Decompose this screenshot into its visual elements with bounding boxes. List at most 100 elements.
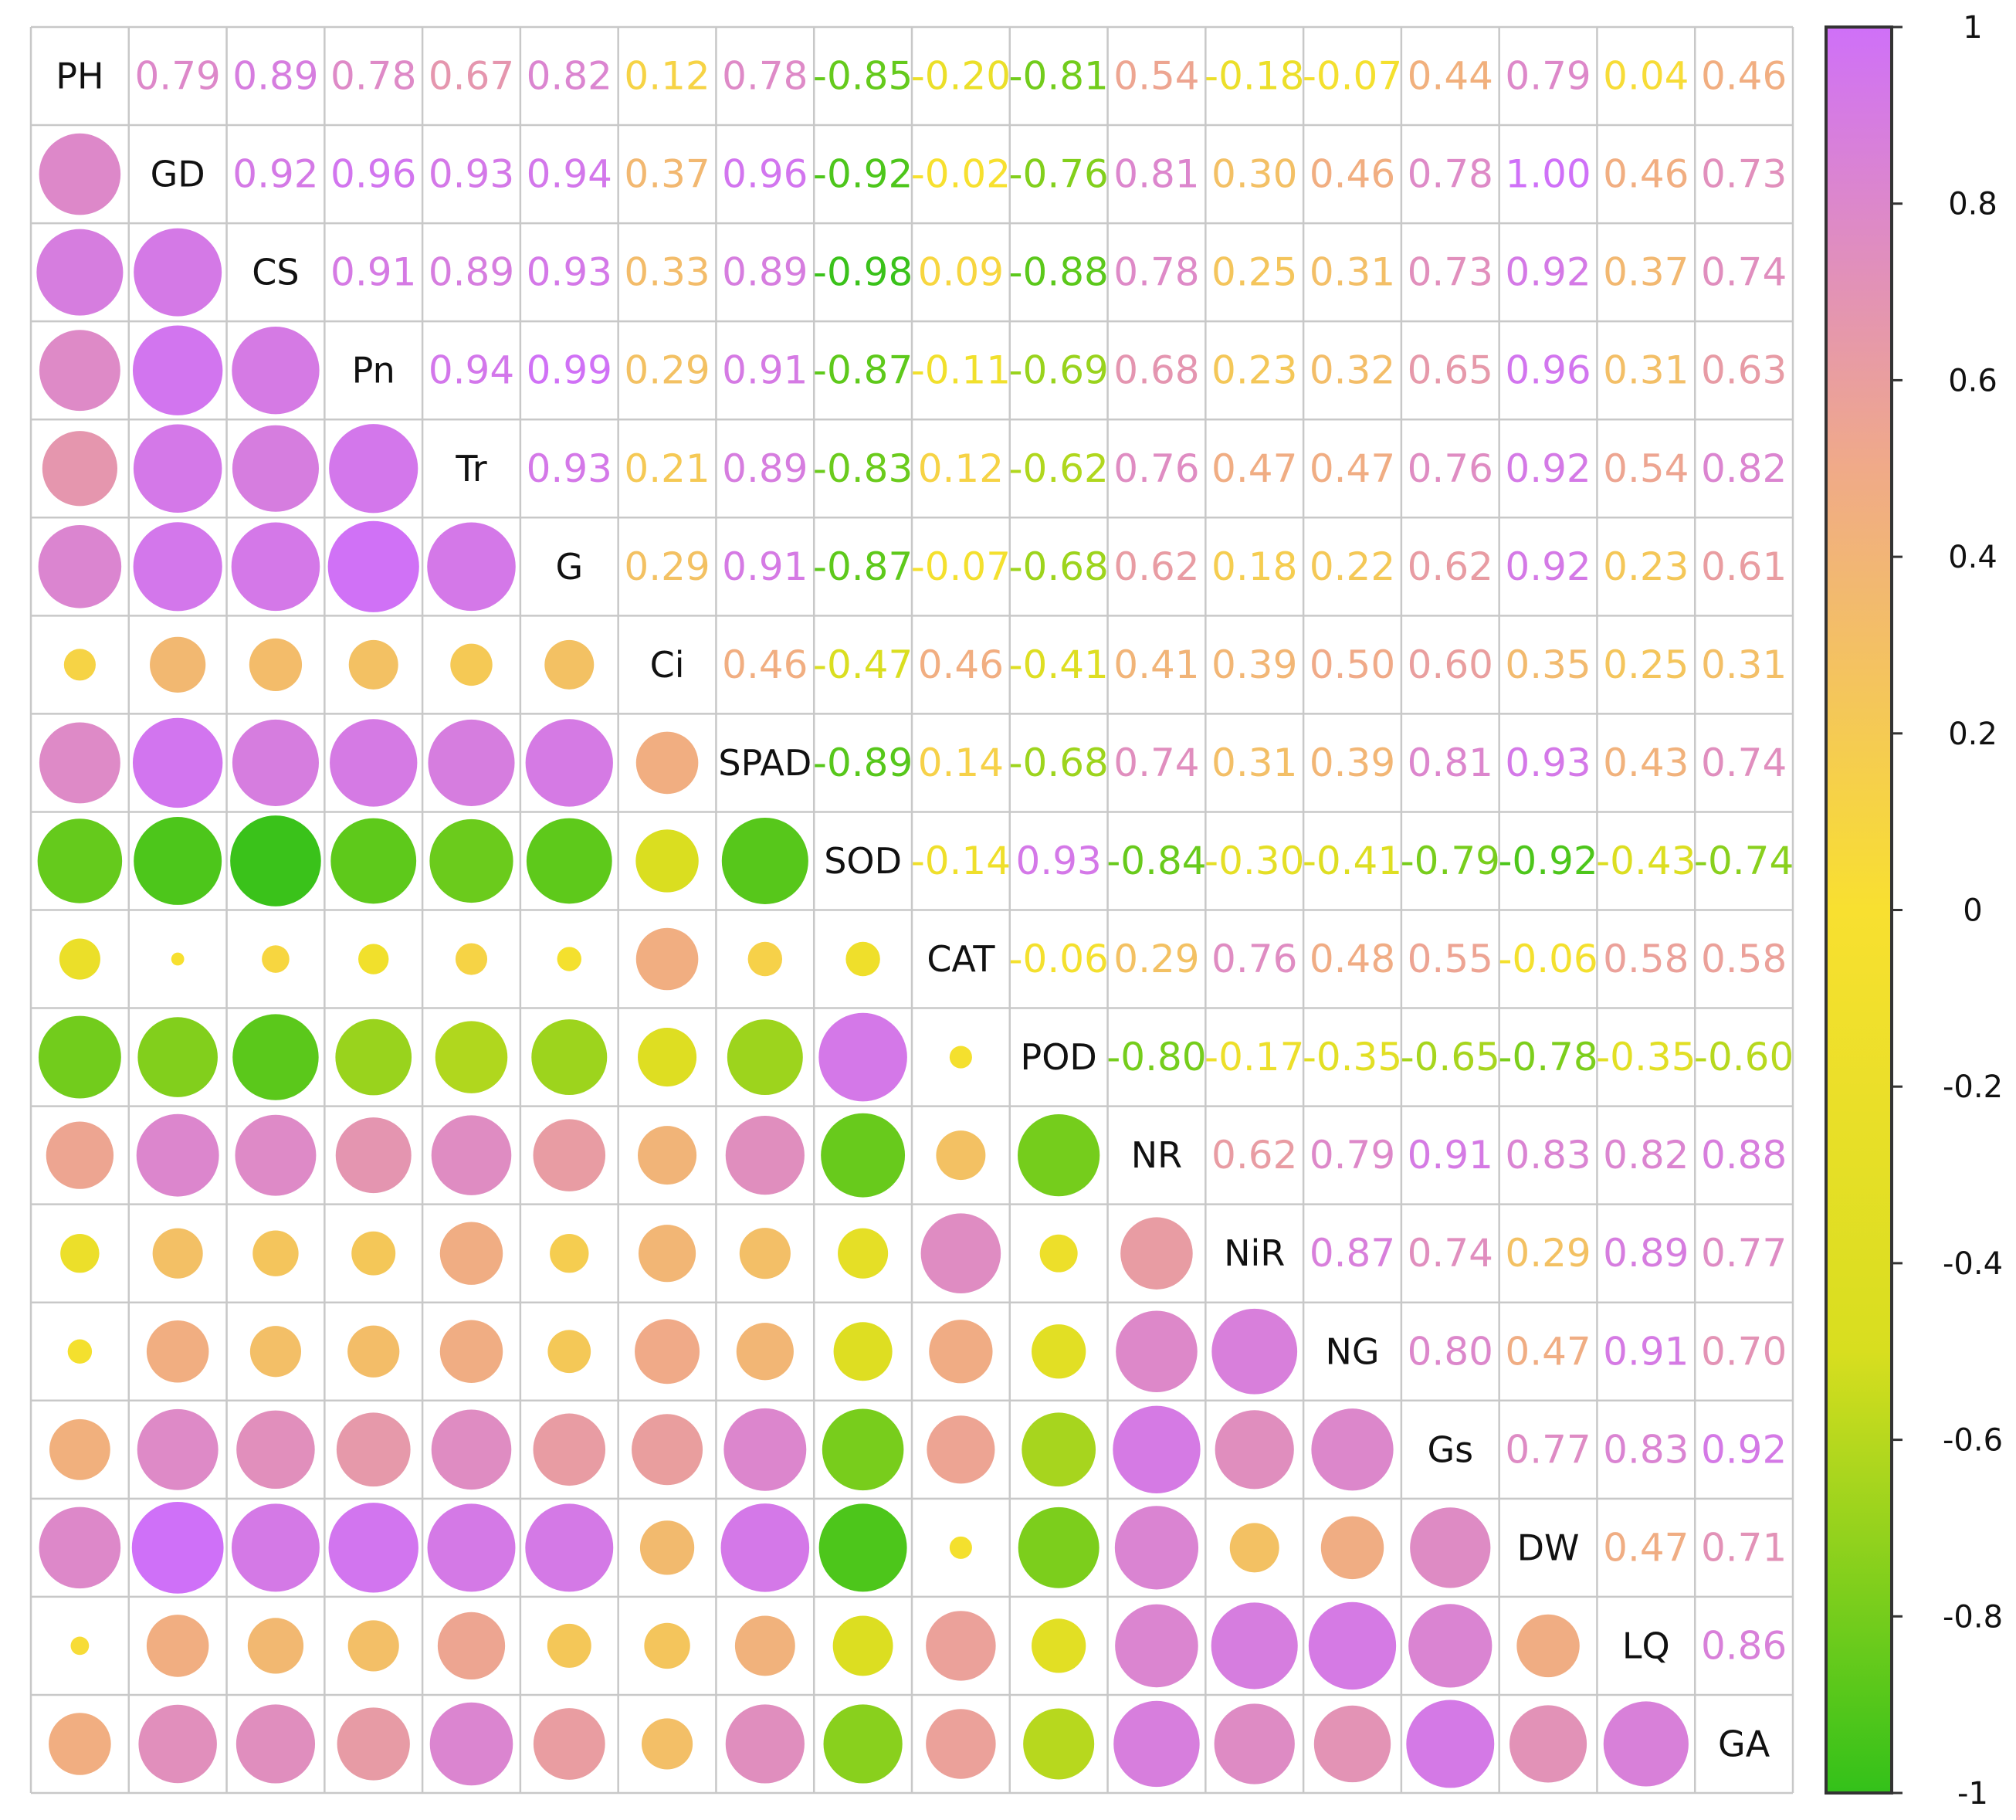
corr-circle [1406,1700,1495,1788]
corr-circle [822,1408,904,1491]
corr-circle [133,522,222,612]
corr-circle [1408,1604,1493,1688]
corr-circle [38,1015,121,1099]
corr-circle [37,818,123,903]
corr-circle [134,228,222,317]
corr-value-label: 0.31 [1701,642,1787,687]
corr-value-label: -0.65 [1401,1035,1500,1079]
corr-value-label: 0.46 [1701,54,1787,99]
corr-circle [67,1339,93,1364]
corr-value-label: -0.17 [1205,1035,1304,1079]
corr-value-label: 0.76 [1211,937,1297,981]
corr-value-label: 0.83 [1603,1427,1689,1472]
corr-circle [59,938,100,980]
corr-value-label: 0.92 [1505,446,1591,491]
corr-circle [132,325,223,415]
variable-label-lq: LQ [1622,1625,1670,1666]
corr-value-label: 0.09 [918,250,1004,295]
corr-circle [49,1713,111,1775]
corr-value-label: -0.92 [1498,839,1598,883]
corr-value-label: 0.29 [1113,937,1199,981]
corr-circle [46,1121,114,1189]
variable-label-pod: POD [1020,1036,1096,1078]
corr-value-label: 0.96 [722,152,808,197]
corr-value-label: 0.46 [1603,152,1689,197]
corr-value-label: -0.06 [1498,937,1598,981]
corr-circle [641,1718,693,1770]
corr-circle [63,649,96,681]
corr-circle [725,1116,805,1195]
corr-value-label: 0.89 [429,250,514,295]
corr-value-label: 0.55 [1408,937,1493,981]
corr-circle [431,1115,512,1195]
corr-circle [1214,1703,1295,1784]
corr-value-label: 0.62 [1408,544,1493,589]
corr-value-label: 0.37 [1603,250,1689,295]
corr-circle [533,1119,606,1191]
corr-value-label: 0.74 [1113,741,1199,785]
corr-circle [635,1319,700,1384]
corr-value-label: 0.96 [330,152,416,197]
corr-circle [533,1413,606,1486]
corr-value-label: 0.82 [1701,446,1787,491]
corr-circle [832,1615,893,1676]
corr-value-label: 0.88 [1701,1133,1787,1178]
corr-circle [739,1228,791,1279]
corr-circle [439,1320,503,1383]
corr-value-label: 0.46 [918,642,1004,687]
colorbar-tick-label: 0.4 [1948,540,1997,575]
corr-value-label: 0.47 [1603,1525,1689,1570]
corr-circle [550,1233,589,1273]
corr-value-label: -0.87 [813,544,913,589]
corr-circle [725,1704,805,1784]
corr-circle [1320,1516,1384,1580]
corr-value-label: -0.18 [1205,54,1304,99]
corr-value-label: 0.62 [1113,544,1199,589]
corr-circle [557,947,581,971]
corr-value-label: 0.91 [722,544,808,589]
corr-value-label: 0.58 [1603,937,1689,981]
corr-circle [152,1228,203,1279]
corr-circle [429,1702,513,1786]
corr-circle [927,1415,995,1484]
corr-circle [544,639,595,690]
corr-value-label: 0.46 [1310,152,1395,197]
corr-value-label: -0.14 [911,839,1011,883]
corr-circle [247,1618,304,1674]
corr-circle [926,1611,996,1681]
corr-circle [1022,1412,1096,1487]
corr-circle [347,1620,399,1672]
corr-circle [146,1320,209,1383]
corr-value-label: 0.39 [1211,642,1297,687]
corr-value-label: 0.54 [1603,446,1689,491]
corr-circle [70,1636,90,1656]
corr-circle [838,1228,889,1279]
corr-circle [531,1019,608,1096]
corr-value-label: 0.68 [1113,348,1199,393]
corr-value-label: 0.35 [1505,642,1591,687]
variable-label-cat: CAT [927,938,995,980]
corr-circle [429,818,513,903]
corr-circle [329,424,418,513]
corr-circle [727,1019,803,1096]
corr-value-label: 0.79 [1505,54,1591,99]
corr-circle [232,327,320,415]
corr-value-label: 0.96 [1505,348,1591,393]
corr-circle [926,1709,996,1779]
corr-circle [439,1222,503,1285]
variable-label-dw: DW [1517,1527,1580,1568]
corr-circle [36,229,124,316]
corr-circle [920,1213,1001,1293]
corr-value-label: 0.93 [429,152,514,197]
corr-value-label: 0.14 [918,741,1004,785]
corr-value-label: -0.06 [1008,937,1108,981]
corr-circle [747,941,783,977]
corr-circle [262,945,290,973]
corr-circle [1039,1234,1078,1273]
matrix-cells: PH 0.79 0.89 0.78 0.67 0.82 0.12 0.78 -0.85-0.20… [36,54,1794,1788]
corr-value-label: -0.74 [1694,839,1794,883]
corr-circle [235,1704,316,1784]
corr-circle [638,1028,697,1087]
corr-circle [949,1536,972,1559]
